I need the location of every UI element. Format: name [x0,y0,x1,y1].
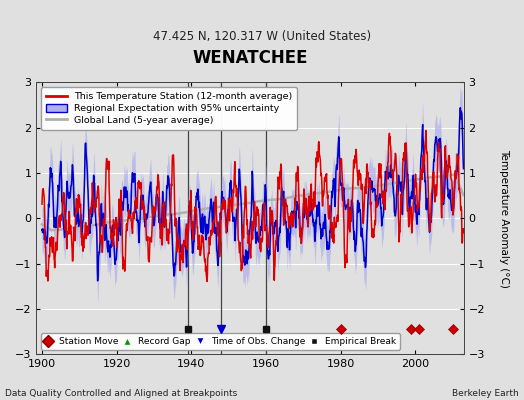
Title: WENATCHEE: WENATCHEE [192,49,308,67]
Text: Berkeley Earth: Berkeley Earth [452,389,519,398]
Text: Data Quality Controlled and Aligned at Breakpoints: Data Quality Controlled and Aligned at B… [5,389,237,398]
Text: 47.425 N, 120.317 W (United States): 47.425 N, 120.317 W (United States) [153,30,371,43]
Y-axis label: Temperature Anomaly (°C): Temperature Anomaly (°C) [499,149,509,288]
Legend: Station Move, Record Gap, Time of Obs. Change, Empirical Break: Station Move, Record Gap, Time of Obs. C… [41,334,400,350]
